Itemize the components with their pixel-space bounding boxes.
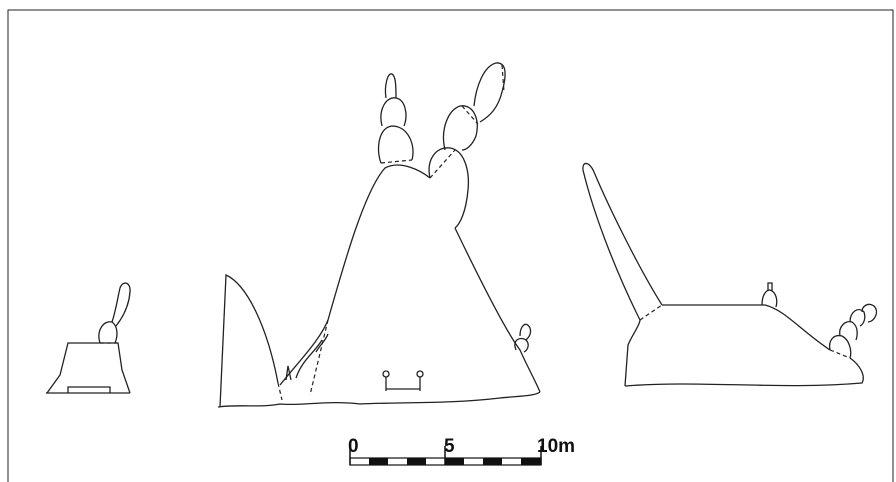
scale-label: 0 [348,436,359,457]
scale-label: 5 [444,436,455,457]
profile-middle [217,62,541,408]
profile-right [582,162,878,387]
profile-left [46,282,131,394]
scale-bar: 0 5 10m [348,436,575,466]
frame [7,9,894,482]
scale-label: 10m [537,436,575,457]
